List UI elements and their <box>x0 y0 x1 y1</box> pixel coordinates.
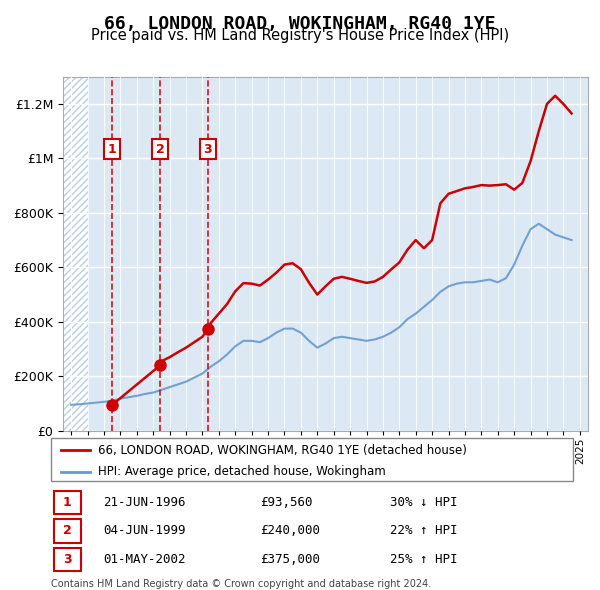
Text: Price paid vs. HM Land Registry's House Price Index (HPI): Price paid vs. HM Land Registry's House … <box>91 28 509 43</box>
Text: £375,000: £375,000 <box>260 553 320 566</box>
Text: 2: 2 <box>63 525 71 537</box>
FancyBboxPatch shape <box>53 491 81 514</box>
Text: 66, LONDON ROAD, WOKINGHAM, RG40 1YE (detached house): 66, LONDON ROAD, WOKINGHAM, RG40 1YE (de… <box>98 444 467 457</box>
FancyBboxPatch shape <box>53 548 81 571</box>
Text: 66, LONDON ROAD, WOKINGHAM, RG40 1YE: 66, LONDON ROAD, WOKINGHAM, RG40 1YE <box>104 15 496 33</box>
Text: HPI: Average price, detached house, Wokingham: HPI: Average price, detached house, Woki… <box>98 465 386 478</box>
Text: 1: 1 <box>107 143 116 156</box>
FancyBboxPatch shape <box>51 438 573 481</box>
Text: 30% ↓ HPI: 30% ↓ HPI <box>391 496 458 509</box>
Text: 25% ↑ HPI: 25% ↑ HPI <box>391 553 458 566</box>
Bar <box>63 77 88 431</box>
Text: 22% ↑ HPI: 22% ↑ HPI <box>391 525 458 537</box>
Text: Contains HM Land Registry data © Crown copyright and database right 2024.
This d: Contains HM Land Registry data © Crown c… <box>51 579 431 590</box>
Text: 21-JUN-1996: 21-JUN-1996 <box>103 496 186 509</box>
Bar <box>63 77 88 431</box>
Text: 01-MAY-2002: 01-MAY-2002 <box>103 553 186 566</box>
Text: 1: 1 <box>63 496 71 509</box>
FancyBboxPatch shape <box>53 520 81 543</box>
Text: 3: 3 <box>63 553 71 566</box>
Text: £240,000: £240,000 <box>260 525 320 537</box>
Text: 04-JUN-1999: 04-JUN-1999 <box>103 525 186 537</box>
Text: 2: 2 <box>156 143 164 156</box>
Text: £93,560: £93,560 <box>260 496 313 509</box>
Text: 3: 3 <box>203 143 212 156</box>
